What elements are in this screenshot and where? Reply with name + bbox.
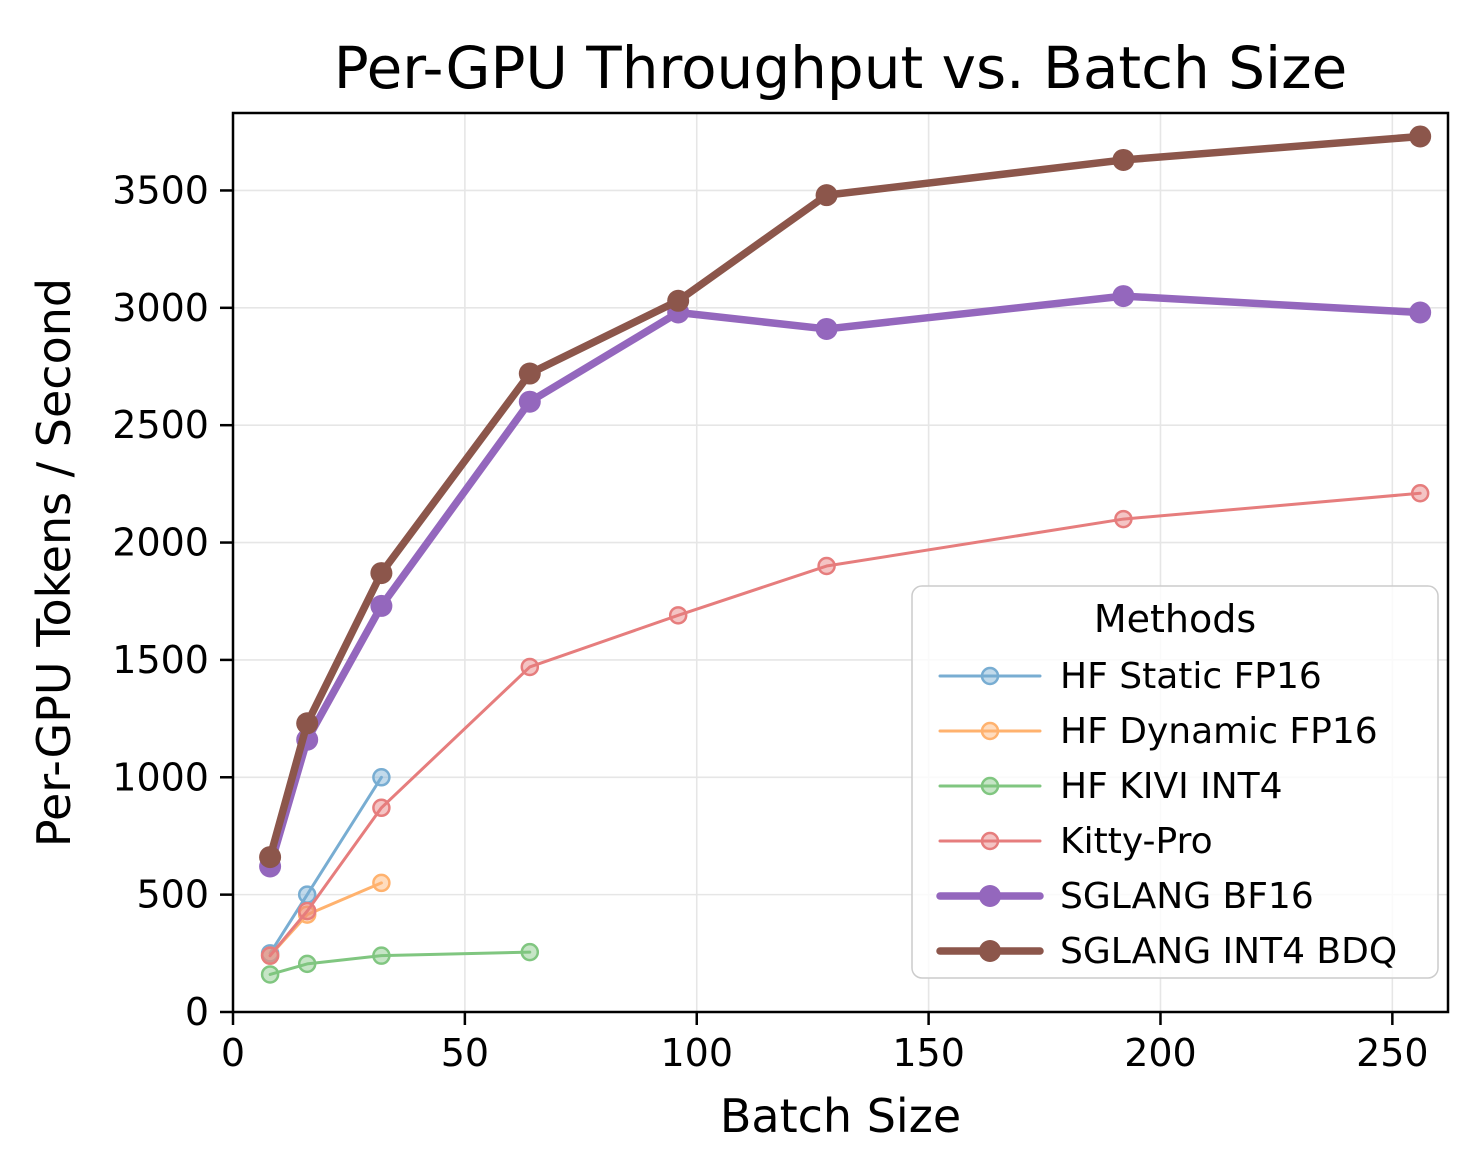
x-tick-label: 0 [221,1031,245,1075]
series-marker-hf-kivi-int4 [260,965,280,984]
series-marker-sglang-int4-bdq [815,184,838,207]
series-marker-hf-kivi-int4 [372,946,391,965]
series-marker-sglang-int4-bdq [667,289,690,312]
series-marker-sglang-bf16 [815,317,838,340]
series-marker-hf-static-fp16 [372,768,391,787]
y-tick-label: 1500 [112,638,209,682]
series-marker-sglang-int4-bdq [518,362,541,385]
series-marker-sglang-bf16 [1409,301,1432,324]
series-line-hf-kivi-int4 [268,950,532,976]
series-marker-hf-static-fp16 [297,885,317,904]
series-marker-hf-kivi-int4 [297,954,317,974]
series-marker-kitty-pro [260,946,280,965]
legend-marker-hf-static-fp16 [980,666,1000,686]
y-tick-label: 500 [136,873,209,917]
legend-marker-hf-kivi-int4 [980,776,1000,796]
series-marker-sglang-bf16 [370,594,393,617]
series-marker-kitty-pro [817,556,836,576]
chart-title: Per-GPU Throughput vs. Batch Size [334,34,1348,102]
x-tick-label: 200 [1124,1031,1197,1075]
x-axis-label: Batch Size [720,1089,961,1143]
series-marker-sglang-bf16 [518,390,541,413]
series-marker-kitty-pro [372,798,391,818]
y-tick-label: 3000 [112,286,209,330]
legend-label-kitty-pro: Kitty-Pro [1060,821,1213,862]
legend-label-sglang-bf16: SGLANG BF16 [1060,876,1314,917]
series-layer [259,125,1432,984]
series-marker-sglang-int4-bdq [259,846,282,869]
legend-marker-sglang-bf16 [979,885,1001,907]
y-tick-label: 2000 [112,521,209,565]
series-marker-hf-kivi-int4 [520,942,540,962]
legend-label-sglang-int4-bdq: SGLANG INT4 BDQ [1060,931,1397,972]
series-marker-sglang-int4-bdq [1409,125,1432,148]
legend: Methods HF Static FP16 HF Dynamic FP16 HF K… [911,585,1439,979]
legend-marker-kitty-pro [980,831,1000,851]
series-line-hf-dynamic-fp16 [268,881,383,958]
plot-border [231,111,1450,1014]
series-marker-sglang-int4-bdq [370,562,393,585]
series-marker-sglang-int4-bdq [1112,148,1135,171]
legend-label-hf-static-fp16: HF Static FP16 [1060,656,1322,697]
series-line-sglang-int4-bdq [266,132,1424,861]
y-tick-label: 0 [185,990,209,1034]
legend-marker-hf-dynamic-fp16 [980,721,1000,741]
series-marker-hf-dynamic-fp16 [372,873,391,893]
x-tick-label: 150 [892,1031,965,1075]
series-marker-kitty-pro [1410,484,1430,503]
series-line-kitty-pro [268,491,1422,958]
legend-box [911,585,1439,979]
series-marker-kitty-pro [668,606,688,625]
series-marker-sglang-bf16 [1112,285,1135,308]
series-marker-kitty-pro [1114,509,1133,529]
legend-label-hf-dynamic-fp16: HF Dynamic FP16 [1060,711,1378,752]
x-tick-label: 100 [660,1031,733,1075]
series-marker-kitty-pro [520,657,540,677]
y-tick-label: 1000 [112,755,209,799]
series-line-hf-static-fp16 [268,775,383,955]
axis-ticks: 0 50 100 150 200 2500500100015002000250030003… [112,168,1428,1075]
y-tick-label: 2500 [112,403,209,447]
series-marker-sglang-int4-bdq [296,712,319,735]
x-tick-label: 50 [441,1031,489,1075]
x-tick-label: 250 [1356,1031,1429,1075]
legend-marker-sglang-int4-bdq [979,940,1001,962]
legend-label-hf-kivi-int4: HF KIVI INT4 [1060,766,1283,807]
y-axis-label: Per-GPU Tokens / Second [27,278,81,847]
y-tick-label: 3500 [112,168,209,212]
series-line-sglang-bf16 [266,292,1424,871]
legend-title: Methods [1094,597,1256,641]
series-marker-kitty-pro [297,901,317,921]
